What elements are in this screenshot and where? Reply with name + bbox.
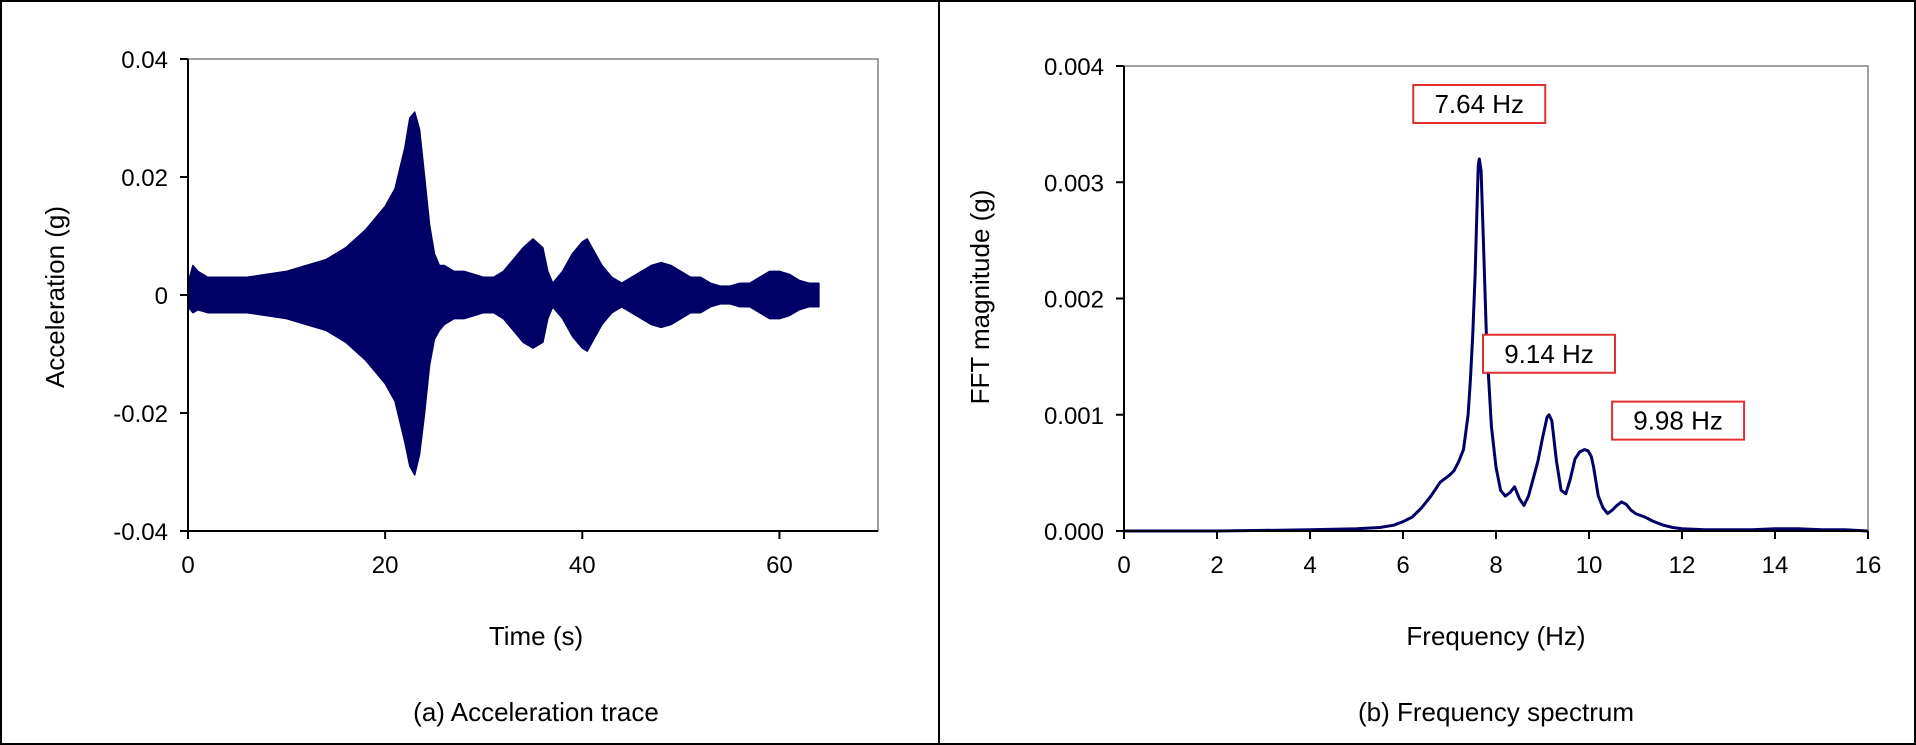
peak-label-box (1412, 84, 1547, 124)
peak-label: 7.64 Hz (1434, 89, 1524, 119)
y-tick-label: 0.002 (1044, 287, 1104, 314)
x-tick-label: 14 (1762, 552, 1789, 579)
y-tick-label: -0.02 (113, 401, 168, 428)
peak-label: 9.98 Hz (1633, 406, 1723, 436)
peak-label-box (1611, 400, 1746, 441)
x-axis-label: Frequency (Hz) (1406, 621, 1585, 651)
x-axis-label: Time (s) (489, 621, 583, 651)
plot-area (187, 111, 820, 476)
y-axis-label: Acceleration (g) (40, 206, 70, 388)
y-tick-label: 0.02 (121, 165, 168, 192)
x-tick-label: 10 (1576, 552, 1603, 579)
plot-area (1124, 157, 1869, 533)
fft-series-line (1124, 157, 1869, 533)
y-axis-label: FFT magnitude (g) (965, 190, 995, 405)
y-tick-label: 0.000 (1044, 519, 1104, 546)
x-tick-label: 60 (766, 552, 793, 579)
x-tick-label: 20 (372, 552, 399, 579)
acceleration-series (187, 111, 820, 476)
panel-caption: (a) Acceleration trace (413, 697, 659, 727)
x-tick-label: 2 (1210, 552, 1223, 579)
x-tick-label: 6 (1396, 552, 1409, 579)
y-tick-label: 0.001 (1044, 403, 1104, 430)
axes: 0 2 4 6 8 10 12 14 16 0.004 0.003 0.002 0.001 0.000 (1044, 54, 1881, 579)
acceleration-chart: 0 20 40 60 0.04 0.02 0 -0.02 -0.04 Time (s) Acce… (40, 47, 879, 727)
x-tick-label: 4 (1303, 552, 1316, 579)
x-tick-label: 40 (569, 552, 596, 579)
peak-annotations: 7.64 Hz 9.14 Hz 9.98 Hz (1412, 84, 1746, 441)
x-tick-label: 12 (1669, 552, 1696, 579)
y-tick-label: 0.04 (121, 47, 168, 74)
x-tick-label: 0 (181, 552, 194, 579)
y-tick-label: 0.004 (1044, 54, 1104, 81)
y-tick-label: 0.003 (1044, 170, 1104, 197)
panel-caption: (b) Frequency spectrum (1358, 697, 1634, 727)
x-tick-label: 8 (1489, 552, 1502, 579)
panel-frequency-spectrum: 0 2 4 6 8 10 12 14 16 0.004 0.003 0.002 0.001 0.000 7… (938, 2, 1916, 743)
peak-label: 9.14 Hz (1504, 339, 1594, 369)
peak-label-box (1482, 333, 1617, 374)
panel-acceleration-trace: 0 20 40 60 0.04 0.02 0 -0.02 -0.04 Time (s) Acce… (2, 2, 938, 743)
x-tick-label: 0 (1117, 552, 1130, 579)
y-tick-label: -0.04 (113, 519, 168, 546)
spectrum-chart: 0 2 4 6 8 10 12 14 16 0.004 0.003 0.002 0.001 0.000 7… (965, 54, 1881, 727)
axes: 0 20 40 60 0.04 0.02 0 -0.02 -0.04 (113, 47, 879, 579)
x-tick-label: 16 (1855, 552, 1882, 579)
y-tick-label: 0 (155, 283, 168, 310)
